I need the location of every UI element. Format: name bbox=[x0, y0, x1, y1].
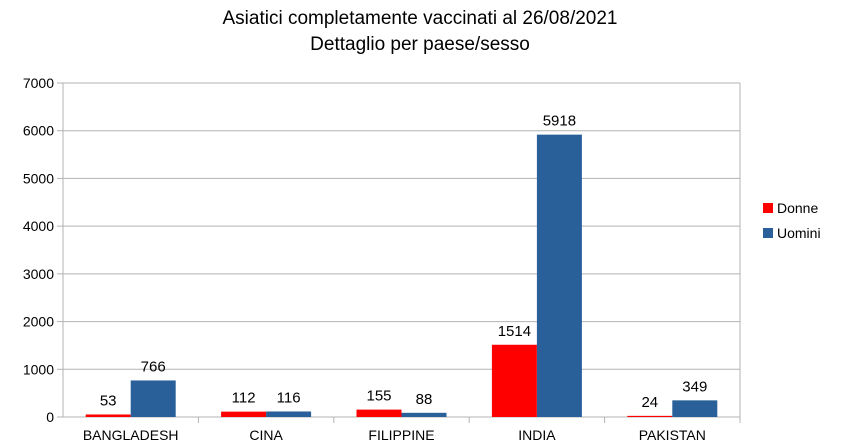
y-tick-label: 0 bbox=[46, 409, 54, 425]
bar-donne-india bbox=[491, 344, 537, 417]
bar-uomini-pakistan bbox=[672, 400, 718, 417]
bar-uomini-cina bbox=[266, 411, 312, 417]
chart-subtitle: Dettaglio per paese/sesso bbox=[310, 34, 530, 55]
legend-label-uomini: Uomini bbox=[777, 225, 821, 241]
bar-donne-bangladesh bbox=[85, 414, 131, 417]
legend-swatch-uomini bbox=[763, 228, 773, 238]
bar-donne-filippine bbox=[356, 409, 402, 417]
y-tick-label: 1000 bbox=[23, 361, 54, 377]
x-category-label: INDIA bbox=[518, 427, 556, 440]
legend-swatch-donne bbox=[763, 203, 773, 213]
bar-uomini-india bbox=[536, 134, 582, 417]
data-label: 112 bbox=[232, 390, 256, 407]
x-category-label: BANGLADESH bbox=[83, 427, 179, 440]
data-label: 1514 bbox=[498, 323, 531, 340]
data-labels: 53 766 112 116 155 88 1514 5918 24 349 bbox=[100, 113, 707, 411]
x-axis-categories: BANGLADESH CINA FILIPPINE INDIA PAKISTAN bbox=[83, 427, 706, 440]
bar-donne-pakistan bbox=[627, 415, 673, 417]
y-tick-label: 3000 bbox=[23, 266, 54, 282]
bar-uomini-filippine bbox=[401, 412, 447, 417]
data-label: 53 bbox=[100, 392, 117, 409]
y-tick-label: 2000 bbox=[23, 314, 54, 330]
y-tick-label: 7000 bbox=[23, 75, 54, 91]
data-label: 349 bbox=[682, 378, 707, 395]
data-label: 5918 bbox=[543, 113, 576, 130]
y-tick-label: 6000 bbox=[23, 123, 54, 139]
x-category-label: PAKISTAN bbox=[639, 427, 706, 440]
y-tick-label: 5000 bbox=[23, 170, 54, 186]
bars bbox=[85, 134, 718, 417]
x-category-label: FILIPPINE bbox=[368, 427, 434, 440]
bar-uomini-bangladesh bbox=[130, 380, 176, 417]
data-label: 24 bbox=[641, 394, 658, 411]
gridlines bbox=[57, 82, 741, 423]
data-label: 116 bbox=[277, 389, 301, 406]
legend: Donne Uomini bbox=[763, 200, 821, 241]
y-tick-label: 4000 bbox=[23, 218, 54, 234]
data-label: 766 bbox=[141, 358, 166, 375]
bar-donne-cina bbox=[221, 411, 267, 417]
chart-title: Asiatici completamente vaccinati al 26/0… bbox=[222, 8, 617, 29]
data-label: 88 bbox=[416, 391, 433, 408]
x-category-label: CINA bbox=[249, 427, 283, 440]
legend-label-donne: Donne bbox=[777, 200, 818, 216]
data-label: 155 bbox=[366, 388, 391, 405]
y-axis-ticks: 0 1000 2000 3000 4000 5000 6000 7000 bbox=[23, 75, 54, 425]
